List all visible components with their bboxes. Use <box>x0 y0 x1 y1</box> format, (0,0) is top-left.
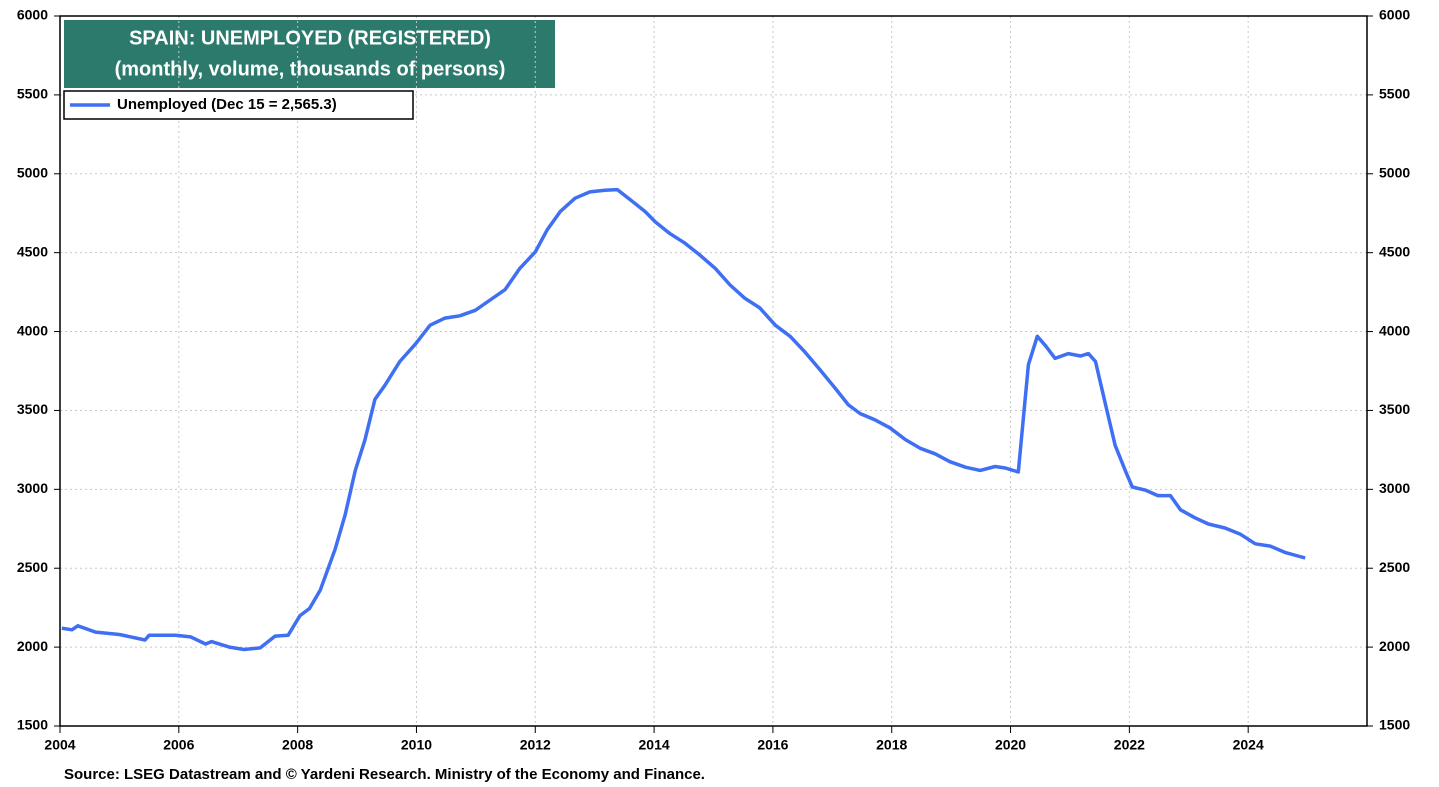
x-tick-label: 2008 <box>282 737 313 753</box>
legend-box <box>63 90 414 120</box>
y-tick-label: 4000 <box>17 322 48 338</box>
y-tick-label: 2500 <box>17 559 48 575</box>
x-tick-label: 2006 <box>163 737 194 753</box>
legend-label: Unemployed (Dec 15 = 2,565.3) <box>117 96 337 113</box>
x-tick-label: 2004 <box>44 737 75 753</box>
y2-tick-label: 2000 <box>1379 638 1410 654</box>
y-tick-label: 3500 <box>17 401 48 417</box>
chart-title: SPAIN: UNEMPLOYED (REGISTERED) <box>129 27 491 49</box>
y2-tick-label: 5000 <box>1379 164 1410 180</box>
series-line <box>61 187 1306 652</box>
y-tick-label: 1500 <box>17 717 48 733</box>
y2-tick-label: 3000 <box>1379 480 1410 496</box>
y2-tick-label: 2500 <box>1379 559 1410 575</box>
y2-tick-label: 1500 <box>1379 717 1410 733</box>
y-tick-label: 5000 <box>17 164 48 180</box>
source-note: Source: LSEG Datastream and © Yardeni Re… <box>64 766 705 783</box>
x-tick-label: 2020 <box>995 737 1026 753</box>
title-box <box>64 20 555 88</box>
x-tick-label: 2018 <box>876 737 907 753</box>
plot-frame <box>59 15 1368 727</box>
y2-tick-label: 4500 <box>1379 243 1410 259</box>
x-tick-label: 2014 <box>639 737 670 753</box>
x-tick-label: 2012 <box>520 737 551 753</box>
y-tick-label: 6000 <box>17 7 48 23</box>
x-tick-label: 2016 <box>757 737 788 753</box>
y-tick-label: 3000 <box>17 480 48 496</box>
y2-tick-label: 5500 <box>1379 86 1410 102</box>
x-tick-label: 2022 <box>1114 737 1145 753</box>
y2-tick-label: 4000 <box>1379 322 1410 338</box>
chart-subtitle: (monthly, volume, thousands of persons) <box>115 58 506 80</box>
y-tick-label: 5500 <box>17 86 48 102</box>
x-tick-label: 2010 <box>401 737 432 753</box>
y-tick-label: 2000 <box>17 638 48 654</box>
x-tick-label: 2024 <box>1233 737 1264 753</box>
y2-tick-label: 3500 <box>1379 401 1410 417</box>
y-tick-label: 4500 <box>17 243 48 259</box>
y2-tick-label: 6000 <box>1379 7 1410 23</box>
